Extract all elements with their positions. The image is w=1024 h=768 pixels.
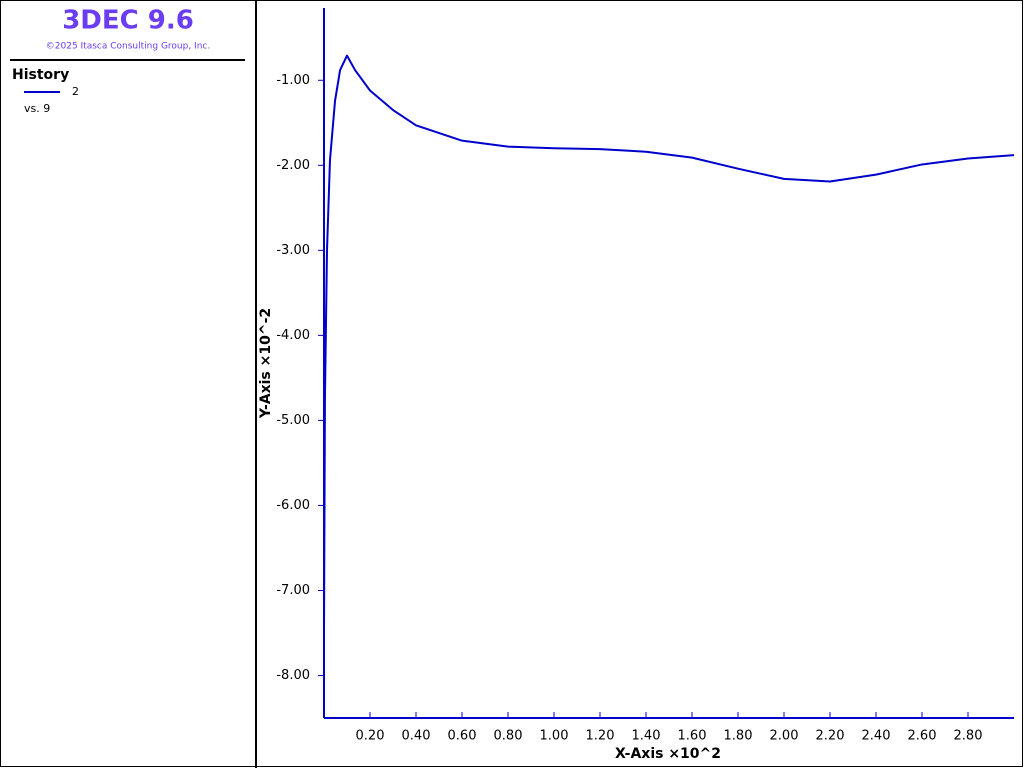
y-tick-label: -8.00 xyxy=(276,668,310,683)
x-tick-label: 2.80 xyxy=(954,729,983,744)
x-tick-label: 1.20 xyxy=(586,729,615,744)
app-title: 3DEC 9.6 xyxy=(62,6,194,36)
x-tick-label: 0.60 xyxy=(448,729,477,744)
legend-heading: History xyxy=(12,67,69,83)
legend-note: vs. 9 xyxy=(24,102,50,115)
x-tick-label: 1.60 xyxy=(678,729,707,744)
y-axis-label: Y-Axis ×10^-2 xyxy=(258,308,274,419)
x-tick-label: 0.80 xyxy=(494,729,523,744)
y-tick-label: -4.00 xyxy=(276,328,310,343)
legend-label: 2 xyxy=(72,85,79,98)
y-tick-label: -6.00 xyxy=(276,498,310,513)
y-tick-label: -2.00 xyxy=(276,158,310,173)
series-line xyxy=(323,54,1015,631)
x-axis-label: X-Axis ×10^2 xyxy=(615,746,721,762)
x-tick-label: 0.20 xyxy=(356,729,385,744)
x-tick-label: 1.00 xyxy=(540,729,569,744)
y-tick-label: -5.00 xyxy=(276,413,310,428)
x-tick-label: 1.40 xyxy=(632,729,661,744)
y-tick-label: -7.00 xyxy=(276,583,310,598)
x-tick-label: 2.20 xyxy=(816,729,845,744)
x-tick-label: 1.80 xyxy=(724,729,753,744)
y-tick-label: -3.00 xyxy=(276,243,310,258)
y-tick-label: -1.00 xyxy=(276,73,310,88)
x-tick-label: 0.40 xyxy=(402,729,431,744)
x-tick-label: 2.60 xyxy=(908,729,937,744)
x-tick-label: 2.00 xyxy=(770,729,799,744)
x-tick-label: 2.40 xyxy=(862,729,891,744)
copyright: ©2025 Itasca Consulting Group, Inc. xyxy=(46,42,210,52)
